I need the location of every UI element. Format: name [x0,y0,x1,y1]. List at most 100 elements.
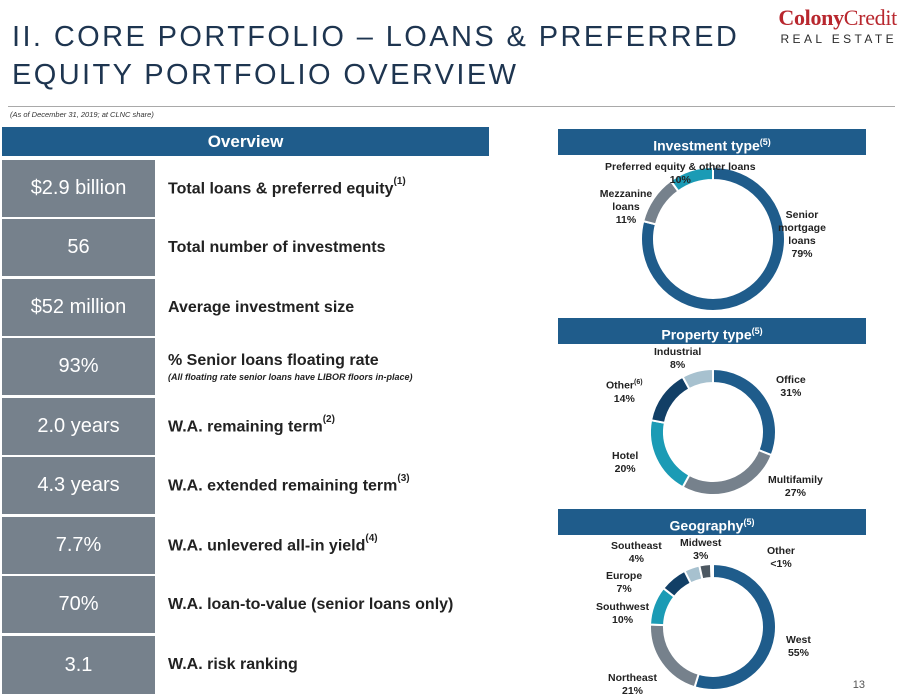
slice-other [649,375,691,424]
chart-title: Investment type [653,137,760,154]
investment-type-donut [640,165,786,312]
geography-donut [649,562,777,691]
overview-label: Average investment size [168,298,355,316]
slice-northeast [649,623,700,689]
overview-value: 4.3 years [2,457,155,514]
slice-value: 27% [784,487,806,499]
slice-name: Southwest [596,601,650,613]
slice-office [712,367,777,457]
slice-value: 55% [787,647,809,659]
slice-name: Other [767,545,796,557]
overview-row: 93% % Senior loans floating rate (All fl… [2,338,489,396]
overview-label: W.A. risk ranking [168,655,298,673]
slice-name: Preferred equity & other loans [605,161,756,173]
slice-value: 21% [622,685,644,697]
overview-value: 93% [2,338,155,395]
slice-label: Southeast 4% [611,540,662,566]
overview-value: 70% [2,576,155,633]
title-line-1: II. CORE PORTFOLIO – LOANS & PREFERRED [12,21,740,53]
slice-name: Other [606,379,635,392]
slice-name: Multifamily [768,474,823,486]
slice-senior-mortgage-loans [640,165,786,312]
slice-label: Industrial 8% [654,346,701,372]
slice-name: Northeast [608,672,658,684]
slice-label: Multifamily 27% [768,474,823,500]
overview-label: Total loans & preferred equity [168,180,394,198]
slice-label: Preferred equity & other loans 10% [605,161,756,187]
overview-value: 7.7% [2,517,155,574]
overview-note: (All floating rate senior loans have LIB… [168,371,413,382]
footnote-ref: (2) [322,413,335,425]
overview-row: 3.1 W.A. risk ranking [2,636,489,694]
slice-industrial [681,367,714,391]
slice-value: 4% [628,553,644,565]
geography-chart: Southeast 4% Midwest 3% Other <1% Europe… [558,535,866,697]
footnote-ref: (5) [751,326,763,336]
slice-label: Mezzanine loans 11% [598,188,654,227]
overview-label: W.A. extended remaining term [168,477,398,495]
slice-other [710,562,714,580]
overview-label: W.A. unlevered all-in yield [168,537,366,555]
logo-subtitle: REAL ESTATE [780,32,897,46]
slice-value: 31% [780,387,802,399]
overview-row: 2.0 years W.A. remaining term(2) [2,398,489,456]
investment-type-chart: Preferred equity & other loans 10% Mezza… [558,155,866,315]
slice-name: Mezzanine loans [599,188,653,213]
overview-value: 56 [2,219,155,276]
slice-value: 11% [615,214,637,226]
overview-value: $52 million [2,279,155,336]
chart-title: Geography [669,517,744,534]
slice-label: Senior mortgage loans 79% [774,209,830,261]
overview-row: 56 Total number of investments [2,219,489,277]
slice-name: West [786,634,811,646]
property-type-heading: Property type(5) [558,318,866,344]
footnote-ref: (4) [365,532,378,544]
overview-label: W.A. loan-to-value (senior loans only) [168,595,454,613]
footnote-ref: (6) [634,379,643,386]
title-line-2: EQUITY PORTFOLIO OVERVIEW [12,59,519,91]
slice-value: 7% [616,583,632,595]
overview-row: 7.7% W.A. unlevered all-in yield(4) [2,517,489,575]
page-number: 13 [852,679,865,691]
footnote-ref: (5) [743,517,755,527]
slice-value: 79% [791,248,813,260]
header-divider [8,106,895,107]
overview-label: W.A. remaining term [168,418,323,436]
overview-value: $2.9 billion [2,160,155,217]
page-title: II. CORE PORTFOLIO – LOANS & PREFERRED E… [12,18,739,94]
footnote-ref: (3) [397,472,410,484]
slice-label: Midwest 3% [680,537,721,563]
slice-value: 14% [613,392,635,405]
overview-row: $2.9 billion Total loans & preferred equ… [2,160,489,218]
footnote-ref: (5) [759,137,771,147]
slice-hotel [649,419,691,489]
investment-type-heading: Investment type(5) [558,129,866,155]
slice-label: Europe 7% [606,570,642,596]
company-logo: ColonyCredit REAL ESTATE [778,6,897,47]
as-of-note: (As of December 31, 2019; at CLNC share) [10,110,154,119]
slice-name: Office [776,374,806,386]
overview-value: 3.1 [2,636,155,694]
footnote-ref: (1) [393,175,406,187]
slice-value: 10% [669,174,691,186]
overview-value: 2.0 years [2,398,155,455]
slice-name: Southeast [611,540,662,552]
slice-name: Europe [606,570,643,582]
property-type-donut [649,367,777,496]
overview-label: % Senior loans floating rate [168,351,379,369]
overview-row: 4.3 years W.A. extended remaining term(3… [2,457,489,515]
slice-value: 3% [693,550,709,562]
slice-west [693,562,777,691]
overview-row: 70% W.A. loan-to-value (senior loans onl… [2,576,489,634]
slice-name: Industrial [654,346,702,358]
slice-name: Hotel [612,450,639,462]
slice-name: Senior mortgage loans [778,209,826,247]
overview-label: Total number of investments [168,238,386,256]
overview-heading: Overview [2,127,489,156]
slice-label: Southwest 10% [596,601,649,627]
slice-value: <1% [770,558,792,570]
slice-label: Office 31% [776,374,806,400]
slice-label: Hotel 20% [612,450,638,476]
slice-value: 20% [614,463,636,475]
slice-label: West 55% [786,634,811,660]
